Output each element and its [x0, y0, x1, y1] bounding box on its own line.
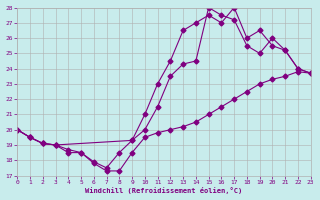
X-axis label: Windchill (Refroidissement éolien,°C): Windchill (Refroidissement éolien,°C) [85, 187, 243, 194]
